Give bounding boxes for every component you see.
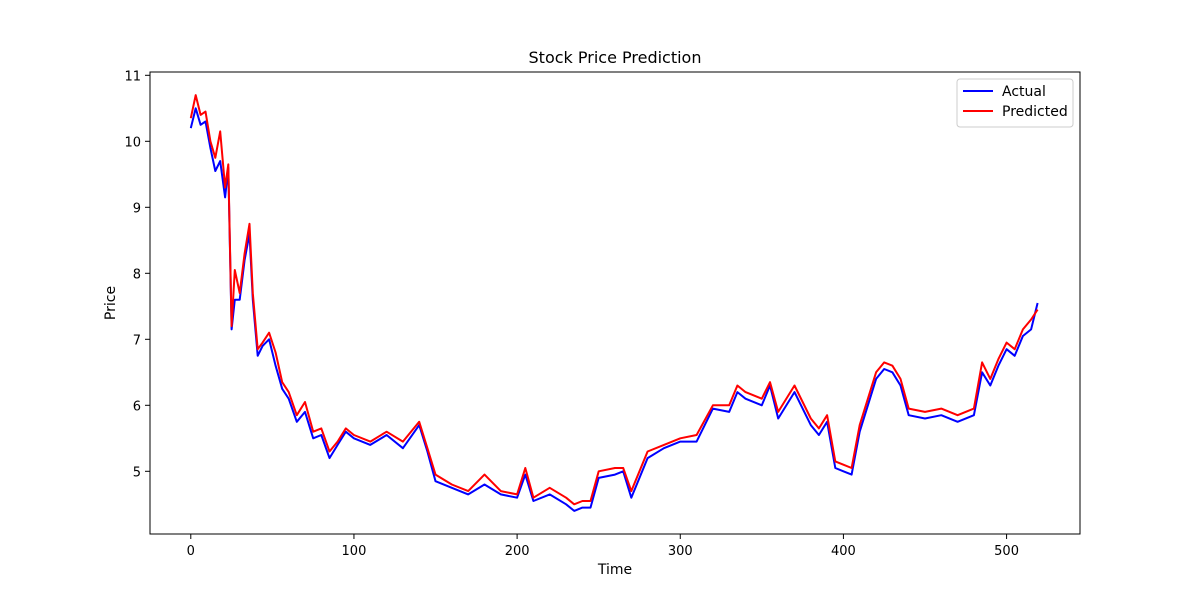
x-tick-label: 500	[994, 544, 1019, 559]
series-line-predicted	[189, 94, 1039, 506]
legend: Actual Predicted	[956, 78, 1074, 128]
y-tick-label: 9	[133, 201, 141, 216]
x-axis: 0 100 200 300 400 500	[187, 534, 1019, 559]
x-tick-label: 100	[342, 544, 367, 559]
y-tick-label: 5	[133, 465, 141, 480]
series-layer	[189, 94, 1039, 512]
x-tick-label: 200	[505, 544, 530, 559]
y-tick-label: 10	[124, 135, 141, 150]
x-tick-label: 400	[831, 544, 856, 559]
x-tick-label: 0	[187, 544, 195, 559]
legend-label-predicted: Predicted	[1002, 104, 1068, 120]
y-tick-label: 8	[133, 267, 141, 282]
x-axis-label: Time	[597, 562, 632, 578]
y-axis: 5 6 7 8 9 10 11	[124, 69, 150, 480]
y-tick-label: 7	[133, 333, 141, 348]
plot-area	[149, 71, 1081, 535]
legend-label-actual: Actual	[1002, 84, 1046, 100]
chart-title: Stock Price Prediction	[529, 48, 702, 67]
y-axis-label: Price	[103, 286, 119, 320]
y-tick-label: 11	[124, 69, 141, 84]
y-tick-label: 6	[133, 399, 141, 414]
x-tick-label: 300	[668, 544, 693, 559]
